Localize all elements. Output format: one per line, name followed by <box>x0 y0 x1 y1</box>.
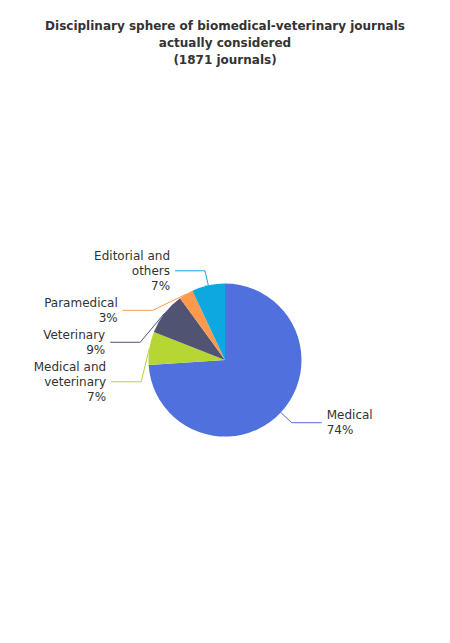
svg-text:7%: 7% <box>151 279 170 293</box>
svg-text:(1871 journals): (1871 journals) <box>173 53 276 67</box>
svg-text:Veterinary: Veterinary <box>43 328 105 342</box>
svg-text:9%: 9% <box>86 343 105 357</box>
svg-text:Medical and: Medical and <box>34 360 106 374</box>
svg-text:3%: 3% <box>99 311 118 325</box>
svg-text:others: others <box>132 264 170 278</box>
svg-text:74%: 74% <box>327 423 354 437</box>
svg-text:Disciplinary sphere of biomedi: Disciplinary sphere of biomedical-veteri… <box>45 19 405 33</box>
svg-text:Paramedical: Paramedical <box>44 296 118 310</box>
svg-text:actually considered: actually considered <box>159 36 291 50</box>
svg-text:veterinary: veterinary <box>44 375 106 389</box>
svg-text:Editorial and: Editorial and <box>94 249 170 263</box>
svg-text:7%: 7% <box>87 390 106 404</box>
svg-text:Medical: Medical <box>327 408 373 422</box>
